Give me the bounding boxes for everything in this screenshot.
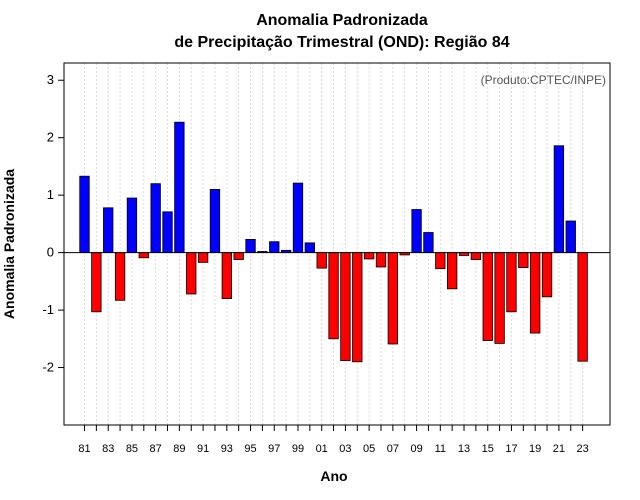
bar-99 (292, 182, 304, 254)
bar-02 (328, 252, 339, 340)
bar-83 (103, 207, 114, 254)
bar-89 (174, 121, 185, 254)
y-tick-label: 0 (47, 245, 54, 260)
x-tick-label: 23 (576, 443, 588, 455)
x-tick-label: 97 (268, 443, 280, 455)
bar-84 (114, 252, 126, 301)
bar-04 (352, 252, 363, 363)
y-axis-label: Anomalia Padronizada (1, 169, 17, 319)
x-tick-label: 89 (173, 443, 185, 455)
credit-label: (Produto:CPTEC/INPE) (481, 73, 606, 87)
x-tick-label: 13 (458, 443, 470, 455)
x-tick-label: 99 (292, 443, 304, 455)
y-tick-label: 2 (47, 130, 54, 145)
bar-01 (316, 252, 327, 269)
plot-frame (63, 62, 611, 426)
x-tick-label: 81 (78, 443, 90, 455)
bar-81 (79, 175, 90, 254)
bar-85 (126, 197, 138, 254)
bar-19 (530, 252, 541, 334)
bar-16 (494, 252, 505, 344)
x-tick-label: 19 (529, 443, 541, 455)
y-tick-label: -2 (42, 360, 54, 375)
x-tick-label: 91 (197, 443, 209, 455)
bar-21 (553, 145, 565, 254)
bar-95 (245, 239, 256, 254)
bar-15 (482, 252, 493, 341)
bar-10 (423, 232, 434, 254)
bar-90 (186, 252, 197, 295)
bar-05 (363, 252, 375, 260)
bar-11 (435, 252, 446, 270)
x-axis: 81 83 85 87 89 91 93 95 97 99 01 03 05 07 09 11 13 15 17 19… (78, 425, 589, 455)
bar-06 (375, 252, 387, 268)
bar-82 (91, 252, 102, 313)
y-tick-label: 1 (47, 187, 54, 202)
y-tick-label: 3 (47, 72, 54, 87)
bar-88 (162, 211, 173, 254)
x-tick-label: 07 (387, 443, 399, 455)
x-tick-label: 17 (505, 443, 517, 455)
bar-09 (411, 209, 422, 254)
x-tick-label: 21 (553, 443, 565, 455)
x-tick-label: 11 (435, 443, 446, 455)
bar-87 (150, 183, 161, 254)
bar-93 (221, 252, 232, 299)
chart-title-line2: de Precipitação Trimestral (OND): Região… (174, 34, 509, 51)
x-tick-label: 05 (363, 443, 375, 455)
x-tick-label: 09 (410, 443, 422, 455)
bar-17 (506, 252, 517, 313)
bar-07 (387, 252, 399, 345)
x-tick-label: 95 (244, 443, 256, 455)
x-tick-label: 93 (221, 443, 233, 455)
bar-23 (577, 252, 588, 362)
bar-22 (565, 220, 576, 254)
bar-18 (518, 252, 529, 268)
bar-00 (304, 242, 315, 254)
bar-97 (269, 241, 280, 254)
bars-group (79, 121, 588, 363)
bar-14 (470, 252, 482, 260)
bar-20 (541, 252, 553, 298)
bar-86 (138, 252, 149, 259)
chart-title-line1: Anomalia Padronizada (256, 12, 428, 29)
bar-12 (447, 252, 458, 290)
x-tick-label: 85 (126, 443, 138, 455)
gridlines (84, 63, 584, 425)
bar-03 (340, 252, 351, 362)
x-tick-label: 01 (316, 443, 328, 455)
bar-91 (197, 252, 209, 263)
x-tick-label: 15 (482, 443, 494, 455)
bar-94 (233, 252, 244, 260)
x-tick-label: 83 (102, 443, 114, 455)
y-tick-label: -1 (42, 302, 54, 317)
x-axis-label: Ano (320, 468, 347, 484)
x-tick-label: 03 (339, 443, 351, 455)
y-axis: -2 -1 0 1 2 3 (42, 72, 64, 375)
bar-92 (209, 189, 221, 254)
x-tick-label: 87 (150, 443, 162, 455)
